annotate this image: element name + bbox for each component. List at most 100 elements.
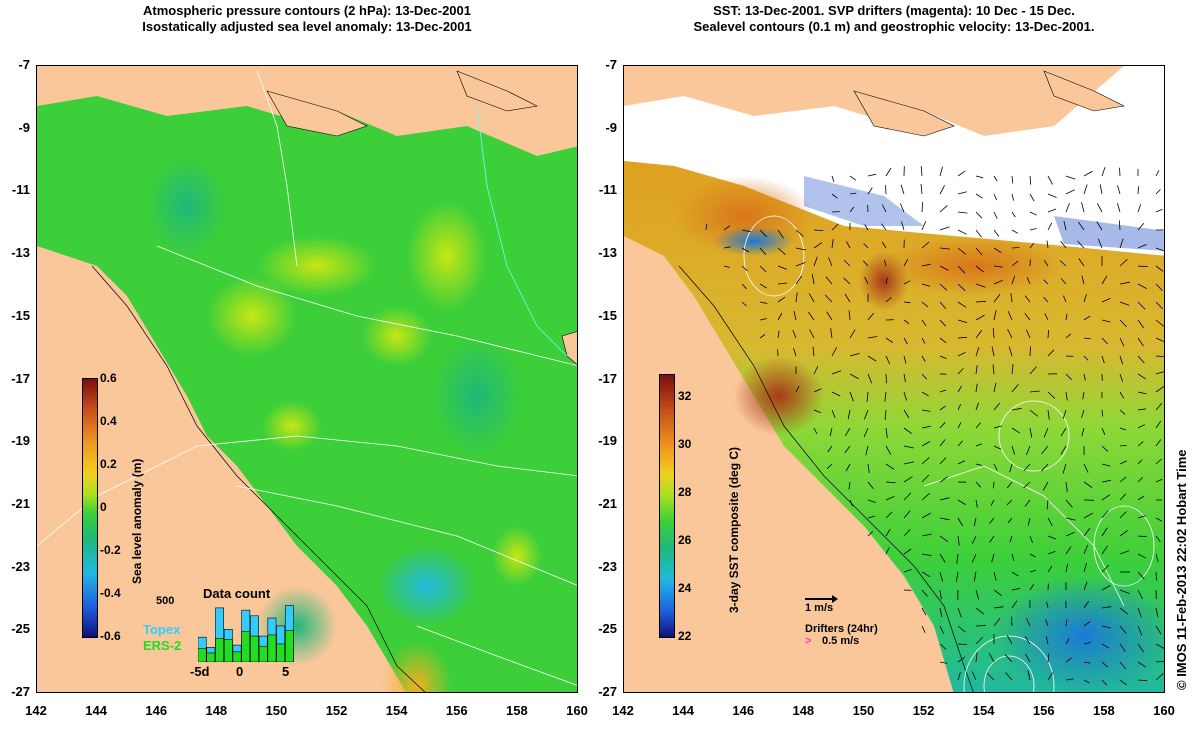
velocity-arrow <box>991 553 995 563</box>
velocity-arrow <box>844 427 851 437</box>
velocity-arrow <box>1029 535 1033 543</box>
histogram-bar-ers2 <box>284 630 294 663</box>
velocity-arrow <box>1101 479 1111 483</box>
velocity-arrow <box>1047 222 1053 231</box>
velocity-arrow <box>957 656 966 663</box>
velocity-arrow <box>975 463 983 466</box>
velocity-arrow <box>885 463 895 470</box>
velocity-arrow <box>1137 301 1146 310</box>
velocity-arrow <box>741 247 750 253</box>
velocity-arrow <box>1082 391 1085 400</box>
velocity-arrow <box>975 625 987 627</box>
velocity-arrow <box>1096 203 1103 213</box>
right-y-tick-4: -15 <box>598 307 617 323</box>
velocity-arrow <box>813 409 822 414</box>
velocity-arrow <box>759 301 768 304</box>
velocity-arrow <box>1062 463 1067 474</box>
velocity-arrow <box>939 283 948 291</box>
velocity-arrow <box>993 279 1003 285</box>
velocity-arrow <box>903 391 907 401</box>
velocity-arrow <box>975 211 983 219</box>
left-cb-tick-6: -0.6 <box>100 629 121 643</box>
velocity-arrow <box>1155 247 1164 252</box>
velocity-arrow <box>939 226 950 231</box>
velocity-arrow <box>971 553 977 563</box>
velocity-arrow <box>795 292 798 303</box>
histogram-bar-ers2 <box>197 648 207 663</box>
velocity-arrow <box>921 474 930 483</box>
velocity-arrow <box>903 373 906 383</box>
velocity-arrow <box>1011 211 1016 218</box>
velocity-arrow <box>1065 373 1072 380</box>
velocity-arrow <box>973 517 977 527</box>
velocity-arrow <box>1119 589 1130 594</box>
velocity-arrow <box>1137 319 1145 329</box>
left-title-line2: Isostatically adjusted sea level anomaly… <box>142 19 472 34</box>
velocity-arrow <box>1047 193 1057 198</box>
velocity-arrow <box>1083 355 1089 361</box>
velocity-arrow <box>903 476 913 483</box>
velocity-arrow <box>1010 292 1013 303</box>
left-x-tick-9: 160 <box>566 703 588 718</box>
velocity-arrow <box>1101 625 1111 629</box>
velocity-arrow <box>921 571 931 578</box>
velocity-arrow <box>1119 258 1128 267</box>
velocity-arrow <box>1137 408 1147 411</box>
velocity-arrow <box>939 661 948 664</box>
velocity-arrow <box>777 229 784 239</box>
velocity-arrow <box>844 293 851 303</box>
velocity-arrow <box>1062 409 1067 419</box>
velocity-arrow <box>795 275 803 285</box>
velocity-arrow <box>831 239 834 249</box>
velocity-arrow <box>1119 445 1127 447</box>
velocity-arrow <box>723 265 730 268</box>
velocity-arrow <box>831 223 839 231</box>
velocity-arrow <box>1137 643 1145 653</box>
velocity-arrow <box>957 607 962 618</box>
velocity-arrow <box>866 391 869 402</box>
velocity-arrow <box>1137 495 1145 501</box>
velocity-arrow <box>921 425 931 429</box>
velocity-arrow <box>1137 441 1144 447</box>
velocity-arrow <box>1137 337 1144 347</box>
velocity-arrow <box>1119 167 1121 177</box>
velocity-arrow <box>1155 170 1160 177</box>
velocity-arrow <box>1011 175 1014 184</box>
velocity-arrow <box>1083 600 1090 609</box>
velocity-arrow <box>1047 329 1049 339</box>
velocity-arrow <box>1026 445 1031 456</box>
right-cb-tick-1: 30 <box>678 437 692 451</box>
left-x-tick-5: 152 <box>325 703 348 718</box>
velocity-arrow <box>885 297 892 303</box>
velocity-arrow <box>1065 189 1075 195</box>
left-x-tick-4: 150 <box>265 703 288 718</box>
velocity-arrow <box>795 385 800 393</box>
velocity-arrow <box>885 481 896 484</box>
velocity-arrow <box>1083 315 1091 321</box>
velocity-arrow <box>1137 571 1145 580</box>
velocity-arrow <box>1029 409 1039 417</box>
velocity-arrow <box>885 355 891 365</box>
velocity-arrow <box>920 166 923 177</box>
velocity-arrow <box>1101 445 1109 452</box>
right-title-line1: SST: 13-Dec-2001. SVP drifters (magenta)… <box>713 3 1075 18</box>
velocity-arrow <box>848 310 851 321</box>
velocity-arrow <box>741 283 747 290</box>
velocity-arrow <box>992 327 995 339</box>
velocity-arrow <box>1024 295 1031 303</box>
velocity-arrow <box>1043 427 1049 438</box>
right-y-tick-8: -23 <box>598 558 617 574</box>
velocity-arrow <box>1059 260 1067 267</box>
velocity-arrow <box>1119 643 1126 652</box>
velocity-arrow <box>1029 175 1032 185</box>
velocity-arrow <box>1137 223 1145 231</box>
velocity-arrow <box>1047 653 1050 663</box>
right-x-tick-1: 144 <box>672 703 694 718</box>
right-x-tick-5: 152 <box>912 703 935 718</box>
velocity-arrow <box>903 337 908 345</box>
left-cb-tick-2: 0.2 <box>100 457 117 471</box>
velocity-arrow <box>903 529 911 537</box>
histogram-bar-ers2 <box>241 631 251 663</box>
right-y-tick-10: -27 <box>598 684 617 699</box>
velocity-arrow <box>921 493 930 501</box>
